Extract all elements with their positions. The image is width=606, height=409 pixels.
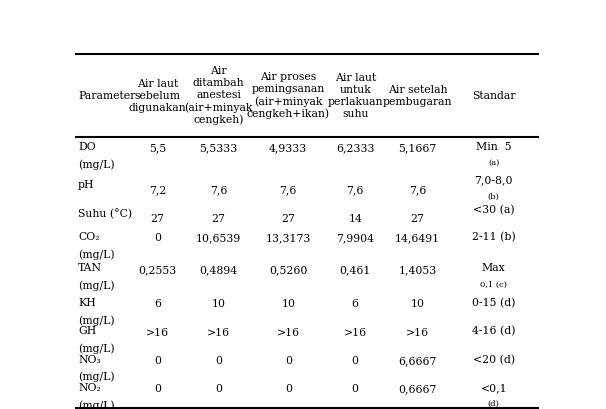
Text: 27: 27 [211, 213, 225, 224]
Text: 14,6491: 14,6491 [395, 233, 440, 243]
Text: 0,6667: 0,6667 [398, 384, 436, 394]
Text: 1,4053: 1,4053 [398, 265, 436, 275]
Text: 4,9333: 4,9333 [269, 144, 307, 153]
Text: 0: 0 [154, 233, 161, 243]
Text: Air proses
pemingsanan
(air+minyak
cengkeh+ikan): Air proses pemingsanan (air+minyak cengk… [247, 72, 330, 119]
Text: (mg/L): (mg/L) [78, 160, 115, 170]
Text: 0: 0 [285, 356, 291, 366]
Text: 13,3173: 13,3173 [265, 233, 311, 243]
Text: pH: pH [78, 180, 95, 190]
Text: 7,6: 7,6 [210, 185, 227, 195]
Text: NO₂: NO₂ [78, 383, 101, 393]
Text: Air laut
untuk
perlakuan
suhu: Air laut untuk perlakuan suhu [327, 72, 383, 119]
Text: Air
ditambah
anestesi
(air+minyak
cengkeh): Air ditambah anestesi (air+minyak cengke… [184, 66, 253, 125]
Text: 14: 14 [348, 213, 362, 224]
Text: 0,4894: 0,4894 [199, 265, 238, 275]
Text: NO₃: NO₃ [78, 355, 101, 364]
Text: Max: Max [482, 263, 505, 273]
Text: 4-16 (d): 4-16 (d) [472, 326, 516, 337]
Text: 6: 6 [351, 299, 359, 310]
Text: >16: >16 [406, 328, 429, 338]
Text: 0-15 (d): 0-15 (d) [472, 298, 516, 308]
Text: 0: 0 [154, 384, 161, 394]
Text: 5,5: 5,5 [149, 144, 166, 153]
Text: 0: 0 [215, 356, 222, 366]
Text: 0,1 (c): 0,1 (c) [480, 281, 507, 289]
Text: (mg/L): (mg/L) [78, 372, 115, 382]
Text: 7,6: 7,6 [408, 185, 426, 195]
Text: 0,5260: 0,5260 [269, 265, 307, 275]
Text: (d): (d) [488, 400, 500, 408]
Text: 10: 10 [211, 299, 225, 310]
Text: 7,6: 7,6 [279, 185, 297, 195]
Text: >16: >16 [344, 328, 367, 338]
Text: 0: 0 [154, 356, 161, 366]
Text: 0: 0 [285, 384, 291, 394]
Text: 10: 10 [281, 299, 295, 310]
Text: CO₂: CO₂ [78, 232, 100, 242]
Text: Parameter: Parameter [78, 90, 136, 101]
Text: 7,0-8,0: 7,0-8,0 [474, 175, 513, 185]
Text: 27: 27 [281, 213, 295, 224]
Text: Air laut
sebelum
digunakan: Air laut sebelum digunakan [128, 79, 186, 112]
Text: Standar: Standar [472, 90, 516, 101]
Text: 10,6539: 10,6539 [196, 233, 241, 243]
Text: (b): (b) [488, 192, 500, 200]
Text: <30 (a): <30 (a) [473, 205, 514, 215]
Text: 2-11 (b): 2-11 (b) [472, 232, 516, 242]
Text: <0,1: <0,1 [481, 383, 507, 393]
Text: >16: >16 [146, 328, 169, 338]
Text: 27: 27 [150, 213, 164, 224]
Text: 5,5333: 5,5333 [199, 144, 238, 153]
Text: TAN: TAN [78, 263, 102, 273]
Text: KH: KH [78, 298, 96, 308]
Text: 0: 0 [351, 384, 359, 394]
Text: (a): (a) [488, 160, 499, 167]
Text: 6,6667: 6,6667 [398, 356, 436, 366]
Text: 10: 10 [410, 299, 424, 310]
Text: (mg/L): (mg/L) [78, 249, 115, 260]
Text: >16: >16 [207, 328, 230, 338]
Text: 5,1667: 5,1667 [398, 144, 436, 153]
Text: 0,2553: 0,2553 [138, 265, 176, 275]
Text: Suhu (°C): Suhu (°C) [78, 208, 132, 219]
Text: 0: 0 [215, 384, 222, 394]
Text: >16: >16 [277, 328, 300, 338]
Text: Min  5: Min 5 [476, 142, 511, 152]
Text: 7,2: 7,2 [149, 185, 166, 195]
Text: 0,461: 0,461 [339, 265, 371, 275]
Text: DO: DO [78, 142, 96, 152]
Text: GH: GH [78, 326, 96, 336]
Text: (mg/L): (mg/L) [78, 315, 115, 326]
Text: 7,9904: 7,9904 [336, 233, 374, 243]
Text: 6,2333: 6,2333 [336, 144, 375, 153]
Text: (mg/L): (mg/L) [78, 400, 115, 409]
Text: (mg/L): (mg/L) [78, 281, 115, 291]
Text: 0: 0 [351, 356, 359, 366]
Text: 7,6: 7,6 [347, 185, 364, 195]
Text: (mg/L): (mg/L) [78, 344, 115, 354]
Text: 6: 6 [154, 299, 161, 310]
Text: 27: 27 [410, 213, 424, 224]
Text: Air setelah
pembugaran: Air setelah pembugaran [382, 85, 452, 106]
Text: <20 (d): <20 (d) [473, 355, 515, 365]
